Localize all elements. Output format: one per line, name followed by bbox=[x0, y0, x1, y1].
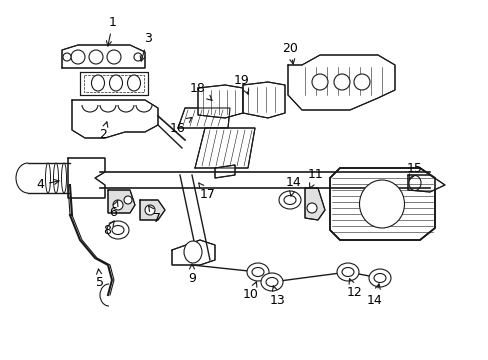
Ellipse shape bbox=[341, 267, 353, 276]
Text: 3: 3 bbox=[140, 31, 152, 61]
Polygon shape bbox=[195, 128, 254, 168]
Circle shape bbox=[333, 74, 349, 90]
Text: 9: 9 bbox=[188, 264, 196, 284]
Circle shape bbox=[134, 53, 142, 61]
Ellipse shape bbox=[53, 163, 59, 193]
Circle shape bbox=[63, 53, 71, 61]
Circle shape bbox=[113, 200, 123, 210]
Circle shape bbox=[145, 205, 155, 215]
Text: 20: 20 bbox=[282, 41, 297, 64]
Ellipse shape bbox=[127, 75, 140, 91]
Circle shape bbox=[71, 50, 85, 64]
Text: 7: 7 bbox=[148, 206, 161, 225]
Text: 18: 18 bbox=[190, 81, 212, 100]
Ellipse shape bbox=[373, 274, 385, 283]
Ellipse shape bbox=[112, 225, 124, 234]
Ellipse shape bbox=[261, 273, 283, 291]
Ellipse shape bbox=[265, 278, 278, 287]
Text: 1: 1 bbox=[106, 15, 117, 46]
Polygon shape bbox=[407, 175, 444, 192]
Ellipse shape bbox=[251, 267, 264, 276]
Circle shape bbox=[353, 74, 369, 90]
Polygon shape bbox=[287, 55, 394, 110]
Text: 14: 14 bbox=[285, 176, 301, 196]
Text: 2: 2 bbox=[99, 122, 108, 141]
Polygon shape bbox=[198, 85, 243, 118]
Ellipse shape bbox=[107, 221, 129, 239]
Text: 8: 8 bbox=[103, 221, 114, 237]
Polygon shape bbox=[72, 100, 158, 138]
Ellipse shape bbox=[284, 195, 295, 204]
Polygon shape bbox=[178, 108, 229, 128]
Polygon shape bbox=[62, 45, 145, 68]
Circle shape bbox=[124, 196, 132, 204]
Ellipse shape bbox=[91, 75, 104, 91]
Ellipse shape bbox=[109, 75, 122, 91]
Text: 16: 16 bbox=[170, 117, 191, 135]
Ellipse shape bbox=[61, 163, 66, 193]
Text: 14: 14 bbox=[366, 284, 382, 306]
Text: 13: 13 bbox=[269, 286, 285, 306]
Text: 11: 11 bbox=[307, 168, 323, 188]
Polygon shape bbox=[80, 72, 148, 95]
Text: 19: 19 bbox=[234, 73, 249, 94]
Ellipse shape bbox=[45, 163, 50, 193]
Circle shape bbox=[107, 50, 121, 64]
Text: 17: 17 bbox=[198, 183, 216, 202]
Ellipse shape bbox=[368, 269, 390, 287]
Ellipse shape bbox=[183, 241, 202, 263]
Polygon shape bbox=[172, 240, 215, 265]
Circle shape bbox=[306, 203, 316, 213]
Polygon shape bbox=[215, 165, 235, 178]
Text: 10: 10 bbox=[243, 282, 259, 302]
Text: 4: 4 bbox=[36, 179, 59, 192]
Circle shape bbox=[311, 74, 327, 90]
Polygon shape bbox=[140, 200, 164, 220]
Bar bbox=[84, 75, 143, 92]
Polygon shape bbox=[108, 190, 135, 213]
Polygon shape bbox=[305, 188, 325, 220]
Text: 12: 12 bbox=[346, 279, 362, 298]
Ellipse shape bbox=[336, 263, 358, 281]
Circle shape bbox=[89, 50, 103, 64]
Polygon shape bbox=[329, 168, 434, 240]
Text: 15: 15 bbox=[406, 162, 422, 180]
Polygon shape bbox=[243, 82, 285, 118]
Ellipse shape bbox=[279, 191, 301, 209]
Text: 5: 5 bbox=[96, 269, 104, 288]
Text: 6: 6 bbox=[109, 200, 118, 219]
Ellipse shape bbox=[359, 180, 404, 228]
Polygon shape bbox=[68, 158, 105, 198]
Ellipse shape bbox=[246, 263, 268, 281]
